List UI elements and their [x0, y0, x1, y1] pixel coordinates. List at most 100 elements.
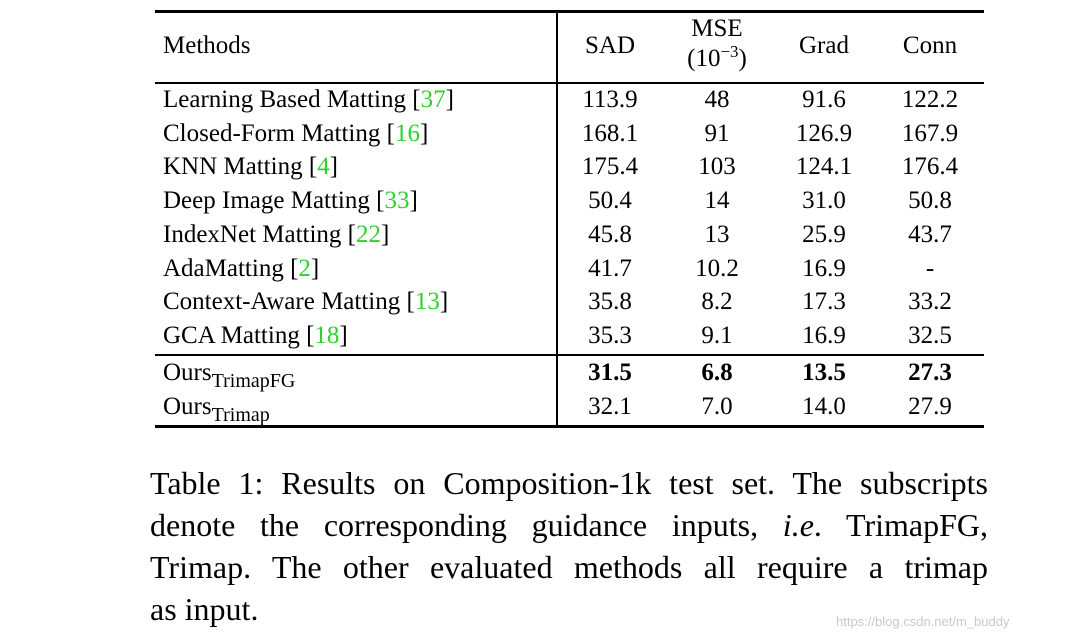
grad-value: 126.9 — [795, 120, 853, 147]
table-row-method: GCA Matting [18] — [163, 321, 348, 351]
table-row-method: Deep Image Matting [33] — [163, 186, 418, 216]
citation-link[interactable]: 33 — [384, 187, 410, 214]
sad-value-best: 31.5 — [588, 359, 632, 386]
mse-value: 10.2 — [695, 255, 739, 282]
header-mse: MSE (10−3) — [667, 14, 767, 76]
mse-unit-exponent: −3 — [720, 42, 739, 61]
grad-value-best: 13.5 — [802, 359, 846, 386]
sad-value: 175.4 — [581, 153, 639, 180]
citation-link[interactable]: 4 — [317, 153, 330, 180]
mse-value-best: 6.8 — [701, 359, 733, 386]
ours-base: Ours — [163, 393, 212, 420]
sad-value: 35.8 — [588, 288, 632, 315]
grad-value: 25.9 — [802, 221, 846, 248]
mse-value: 48 — [704, 86, 730, 113]
table-mid-rule — [155, 354, 984, 356]
method-name: KNN Matting [ — [163, 153, 318, 180]
caption-line: denote the corresponding guidance inputs… — [150, 504, 988, 546]
mse-unit-close: ) — [738, 45, 747, 72]
mse-value: 14 — [704, 187, 730, 214]
caption-text: . TrimapFG, — [813, 507, 989, 543]
citation-link[interactable]: 13 — [414, 288, 440, 315]
header-sad: SAD — [584, 32, 635, 59]
method-name: Context-Aware Matting [ — [163, 288, 415, 315]
table-caption: Table 1: Results on Composition-1k test … — [150, 462, 988, 630]
caption-ie: i.e — [782, 507, 814, 543]
conn-value: 122.2 — [901, 86, 959, 113]
sad-value: 50.4 — [588, 187, 632, 214]
method-name: AdaMatting [ — [163, 255, 299, 282]
table-bottom-rule — [155, 425, 984, 428]
citation-close: ] — [381, 221, 390, 248]
ours-base: Ours — [163, 359, 212, 386]
header-mse-label: MSE — [691, 15, 743, 42]
citation-close: ] — [409, 187, 418, 214]
conn-value-best: 27.3 — [908, 359, 952, 386]
mse-unit-open: (10 — [687, 45, 721, 72]
header-grad: Grad — [799, 32, 849, 59]
citation-link[interactable]: 2 — [298, 255, 311, 282]
table-header-rule — [155, 82, 984, 84]
citation-close: ] — [419, 120, 429, 147]
table-column-divider — [556, 13, 558, 425]
ours-method: OursTrimap — [163, 392, 270, 426]
conn-value: 167.9 — [901, 120, 959, 147]
method-name: Deep Image Matting [ — [163, 187, 385, 214]
ours-subscript: TrimapFG — [211, 370, 296, 392]
table-top-rule — [155, 10, 984, 13]
caption-line: as input. — [150, 591, 259, 627]
sad-value: 35.3 — [588, 322, 632, 349]
citation-link[interactable]: 22 — [356, 221, 382, 248]
sad-value: 168.1 — [581, 120, 639, 147]
conn-value: 43.7 — [908, 221, 952, 248]
conn-value: 176.4 — [901, 153, 959, 180]
mse-value: 8.2 — [701, 288, 733, 315]
conn-value: 27.9 — [908, 393, 952, 420]
table-row-method: Learning Based Matting [37] — [163, 85, 454, 115]
citation-link[interactable]: 18 — [314, 322, 340, 349]
grad-value: 17.3 — [802, 288, 846, 315]
conn-value: 32.5 — [908, 322, 952, 349]
table-row-method: AdaMatting [2] — [163, 254, 319, 284]
grad-value: 16.9 — [802, 255, 846, 282]
grad-value: 14.0 — [802, 393, 846, 420]
mse-value: 7.0 — [701, 393, 733, 420]
mse-value: 13 — [704, 221, 730, 248]
header-methods: Methods — [163, 32, 251, 59]
citation-close: ] — [310, 255, 320, 282]
ours-method: OursTrimapFG — [163, 358, 296, 392]
ours-subscript: Trimap — [211, 404, 270, 426]
table-row-method: KNN Matting [4] — [163, 152, 338, 182]
table-row-method: IndexNet Matting [22] — [163, 220, 389, 250]
citation-link[interactable]: 16 — [394, 120, 420, 147]
method-name: Learning Based Matting [ — [163, 86, 421, 113]
header-conn: Conn — [902, 32, 958, 59]
grad-value: 16.9 — [802, 322, 846, 349]
conn-value: - — [925, 255, 935, 282]
caption-line: Table 1: Results on Composition-1k test … — [150, 465, 988, 501]
sad-value: 113.9 — [582, 86, 638, 113]
grad-value: 124.1 — [795, 153, 853, 180]
grad-value: 91.6 — [802, 86, 846, 113]
method-name: GCA Matting [ — [163, 322, 315, 349]
grad-value: 31.0 — [802, 187, 846, 214]
mse-value: 9.1 — [701, 322, 733, 349]
citation-close: ] — [445, 86, 454, 113]
table-row-method: Context-Aware Matting [13] — [163, 287, 448, 317]
method-name: IndexNet Matting [ — [163, 221, 357, 248]
watermark-url: https://blog.csdn.net/m_buddy — [836, 614, 1010, 629]
citation-close: ] — [439, 288, 449, 315]
citation-close: ] — [329, 153, 338, 180]
header-mse-unit: (10−3) — [667, 42, 767, 76]
table-row-method: Closed-Form Matting [16] — [163, 119, 428, 149]
conn-value: 33.2 — [908, 288, 952, 315]
mse-value: 103 — [698, 153, 736, 180]
mse-value: 91 — [704, 120, 730, 147]
sad-value: 41.7 — [588, 255, 632, 282]
citation-link[interactable]: 37 — [420, 86, 446, 113]
sad-value: 45.8 — [588, 221, 632, 248]
sad-value: 32.1 — [588, 393, 632, 420]
caption-line: Trimap. The other evaluated methods all … — [150, 549, 988, 585]
citation-close: ] — [339, 322, 348, 349]
caption-text: denote the corresponding guidance inputs… — [150, 507, 783, 543]
